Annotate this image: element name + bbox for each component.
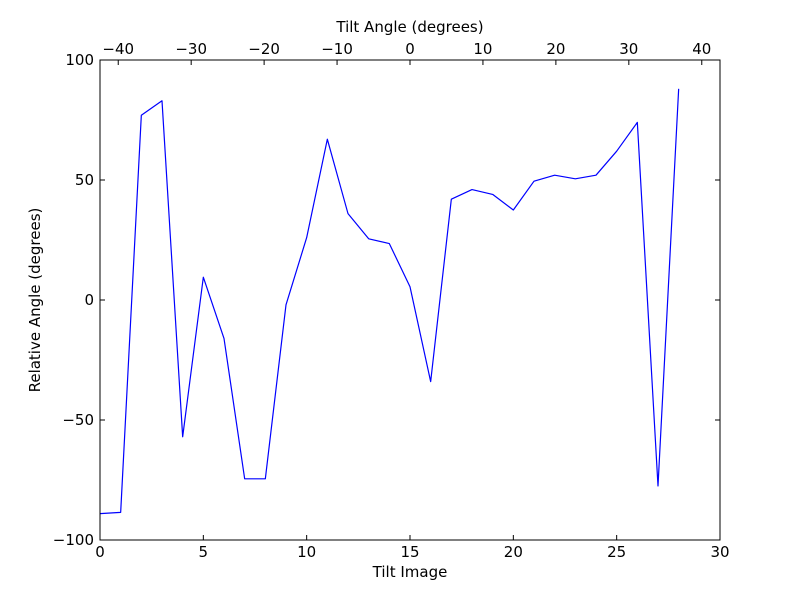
top-x-tick-label: −40 [102, 40, 134, 58]
y-tick-label: −50 [62, 411, 94, 429]
top-x-tick-label: −20 [248, 40, 280, 58]
top-x-tick-label: 0 [405, 40, 415, 58]
y-tick-label: 0 [84, 291, 94, 309]
top-x-axis-title: Tilt Angle (degrees) [335, 18, 483, 36]
x-axis-title: Tilt Image [372, 563, 448, 581]
x-tick-label: 25 [607, 543, 626, 561]
top-x-tick-label: −30 [175, 40, 207, 58]
y-tick-label: 100 [65, 51, 94, 69]
x-tick-label: 5 [199, 543, 209, 561]
top-x-tick-label: 30 [619, 40, 638, 58]
series-line [99, 88, 680, 515]
top-x-tick-label: 10 [473, 40, 492, 58]
y-tick-label: −100 [53, 531, 94, 549]
plot-frame [99, 59, 721, 541]
x-tick-label: 20 [504, 543, 523, 561]
y-tick-label: 50 [75, 171, 94, 189]
y-axis-title: Relative Angle (degrees) [26, 208, 44, 393]
x-tick-label: 0 [95, 543, 105, 561]
x-tick-label: 10 [297, 543, 316, 561]
x-tick-label: 30 [710, 543, 729, 561]
top-x-tick-label: −10 [321, 40, 353, 58]
plot-area [100, 60, 720, 540]
top-x-tick-label: 20 [546, 40, 565, 58]
top-x-tick-label: 40 [692, 40, 711, 58]
tick-labels: 0 5 10 15 20 25 30−40 −30 −20 −10 0 10 20 30 40−100−50… [53, 40, 730, 561]
x-tick-label: 15 [400, 543, 419, 561]
